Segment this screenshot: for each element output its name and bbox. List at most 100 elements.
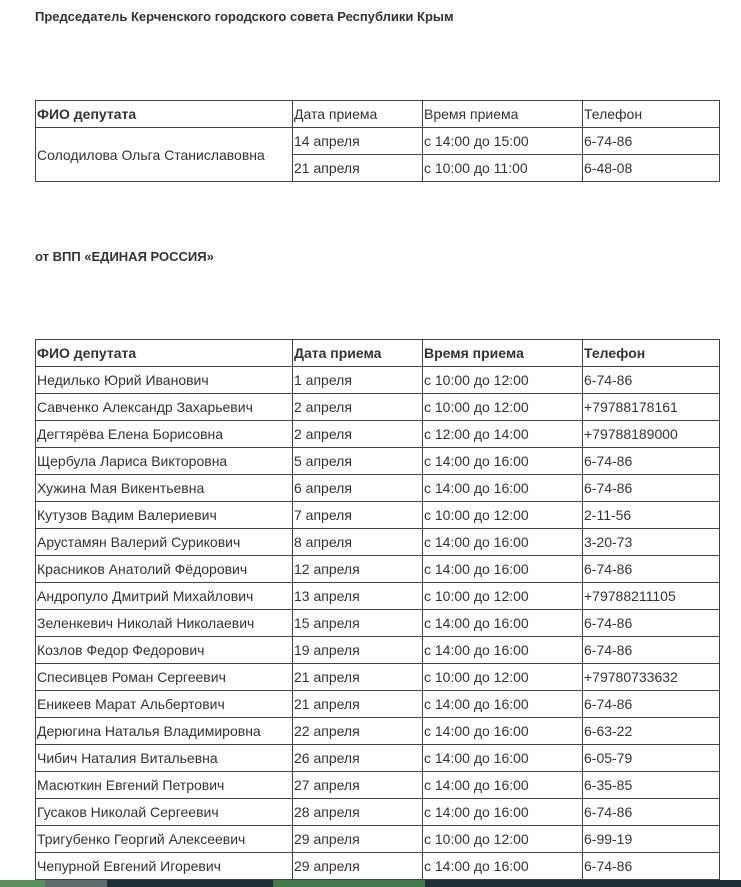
time-cell: с 14:00 до 16:00 [422,636,583,664]
time-cell: с 10:00 до 11:00 [422,154,583,182]
phone-cell: 6-74-86 [582,366,720,394]
table-row: Спесивцев Роман Сергеевич 21 апреля с 10:0… [35,663,720,691]
phone-cell: 6-74-86 [582,636,720,664]
date-cell: 14 апреля [292,127,423,155]
deputy-name: Кутузов Вадим Валериевич [35,501,293,529]
time-cell: с 10:00 до 12:00 [422,393,583,421]
deputy-name: Козлов Федор Федорович [35,636,293,664]
phone-cell: +79780733632 [582,663,720,691]
date-cell: 13 апреля [292,582,423,610]
footer-bar-segment [425,880,741,887]
party-heading: от ВПП «ЕДИНАЯ РОССИЯ» [35,249,214,264]
table-row: Масюткин Евгений Петрович 27 апреля с 14:0… [35,771,720,799]
phone-cell: 6-74-86 [582,852,720,880]
table-row: Зеленкевич Николай Николаевич 15 апреля с … [35,609,720,637]
phone-cell: 6-74-86 [582,609,720,637]
time-cell: с 14:00 до 16:00 [422,474,583,502]
time-cell: с 14:00 до 16:00 [422,528,583,556]
time-cell: с 10:00 до 12:00 [422,825,583,853]
time-cell: с 10:00 до 12:00 [422,366,583,394]
time-cell: с 10:00 до 12:00 [422,663,583,691]
date-cell: 2 апреля [292,393,423,421]
phone-cell: 6-63-22 [582,717,720,745]
time-cell: с 14:00 до 16:00 [422,744,583,772]
date-cell: 6 апреля [292,474,423,502]
header-name: ФИО депутата [35,100,293,128]
date-cell: 15 апреля [292,609,423,637]
deputy-name: Дерюгина Наталья Владимировна [35,717,293,745]
date-cell: 2 апреля [292,420,423,448]
deputy-name: Гусаков Николай Сергеевич [35,798,293,826]
time-cell: с 14:00 до 15:00 [422,127,583,155]
header-date: Дата приема [292,339,423,367]
deputy-name: Спесивцев Роман Сергеевич [35,663,293,691]
phone-cell: 6-74-86 [582,447,720,475]
deputy-name: Чепурной Евгений Игоревич [35,852,293,880]
date-cell: 28 апреля [292,798,423,826]
time-cell: с 14:00 до 16:00 [422,555,583,583]
deputy-name: Савченко Александр Захарьевич [35,393,293,421]
table-row: Щербула Лариса Викторовна 5 апреля с 14:00… [35,447,720,475]
deputy-name: Арустамян Валерий Сурикович [35,528,293,556]
deputy-name: Красников Анатолий Фёдорович [35,555,293,583]
deputy-name: Чибич Наталия Витальевна [35,744,293,772]
party-table: ФИО депутата Дата приема Время приема Те… [35,339,720,880]
table-row: Козлов Федор Федорович 19 апреля с 14:00 д… [35,636,720,664]
table-row: Хужина Мая Викентьевна 6 апреля с 14:00 до… [35,474,720,502]
phone-cell: 2-11-56 [582,501,720,529]
time-cell: с 14:00 до 16:00 [422,609,583,637]
footer-color-bar [0,880,741,887]
table-row: Андропуло Дмитрий Михайлович 13 апреля с 1… [35,582,720,610]
table-row: Савченко Александр Захарьевич 2 апреля с 1… [35,393,720,421]
phone-cell: 6-74-86 [582,474,720,502]
footer-bar-segment [273,880,425,887]
table-row: Тригубенко Георгий Алексеевич 29 апреля с … [35,825,720,853]
header-phone: Телефон [582,100,720,128]
table-row: Кутузов Вадим Валериевич 7 апреля с 10:00 … [35,501,720,529]
header-time: Время приема [422,339,583,367]
table-row: Солодилова Ольга Станиславовна 14 апреля… [35,127,720,182]
date-cell: 29 апреля [292,852,423,880]
phone-cell: 6-74-86 [582,127,720,155]
date-cell: 21 апреля [292,154,423,182]
table-header-row: ФИО депутата Дата приема Время приема Те… [35,339,720,367]
date-cell: 1 апреля [292,366,423,394]
phone-cell: 6-74-86 [582,690,720,718]
phone-cell: +79788189000 [582,420,720,448]
time-cell: с 14:00 до 16:00 [422,717,583,745]
table-row: Гусаков Николай Сергеевич 28 апреля с 14:0… [35,798,720,826]
deputy-name: Зеленкевич Николай Николаевич [35,609,293,637]
time-cell: с 10:00 до 12:00 [422,582,583,610]
table-row: Арустамян Валерий Сурикович 8 апреля с 14:… [35,528,720,556]
chairman-heading: Председатель Керченского городского сове… [35,9,454,24]
table-row: Дерюгина Наталья Владимировна 22 апреля с … [35,717,720,745]
time-cell: с 14:00 до 16:00 [422,771,583,799]
phone-cell: 3-20-73 [582,528,720,556]
phone-cell: 6-74-86 [582,555,720,583]
header-name: ФИО депутата [35,339,293,367]
header-time: Время приема [422,100,583,128]
deputy-name: Тригубенко Георгий Алексеевич [35,825,293,853]
time-cell: с 10:00 до 12:00 [422,501,583,529]
date-cell: 29 апреля [292,825,423,853]
date-cell: 5 апреля [292,447,423,475]
date-cell: 21 апреля [292,690,423,718]
footer-bar-segment [45,880,107,887]
header-date: Дата приема [292,100,423,128]
time-cell: с 14:00 до 16:00 [422,447,583,475]
time-cell: с 12:00 до 14:00 [422,420,583,448]
table-row: 21 апреля с 10:00 до 11:00 6-48-08 [36,154,720,182]
header-phone: Телефон [582,339,720,367]
phone-cell: 6-99-19 [582,825,720,853]
date-cell: 21 апреля [292,663,423,691]
date-cell: 8 апреля [292,528,423,556]
date-cell: 22 апреля [292,717,423,745]
table-row: Еникеев Марат Альбертович 21 апреля с 14:0… [35,690,720,718]
table-row: Чепурной Евгений Игоревич 29 апреля с 14:0… [35,852,720,880]
date-cell: 19 апреля [292,636,423,664]
deputy-name: Еникеев Марат Альбертович [35,690,293,718]
time-cell: с 14:00 до 16:00 [422,798,583,826]
footer-bar-segment [0,880,45,887]
time-cell: с 14:00 до 16:00 [422,690,583,718]
date-cell: 26 апреля [292,744,423,772]
